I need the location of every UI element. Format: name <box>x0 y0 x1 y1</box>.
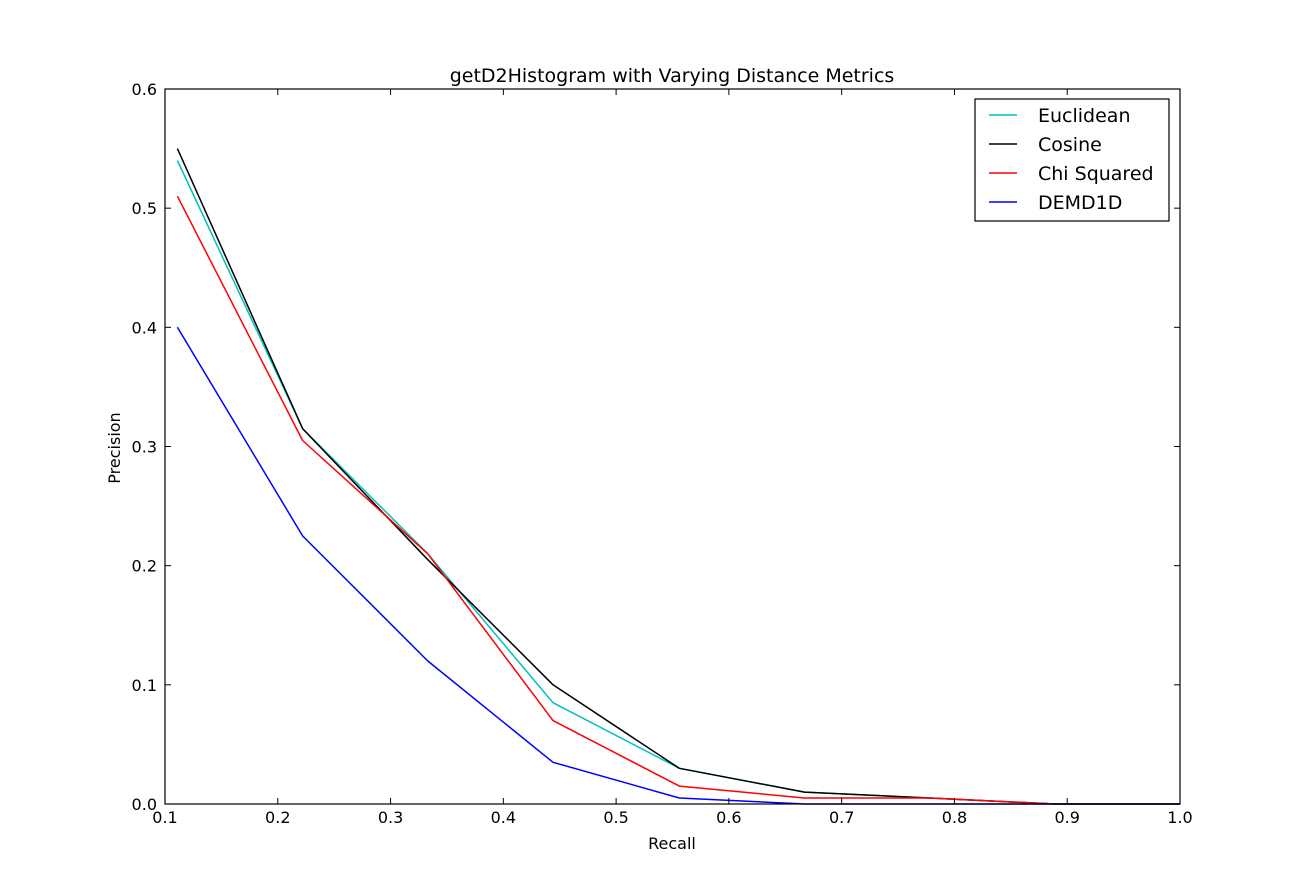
series-line-cosine <box>176 148 1180 805</box>
legend: Euclidean Cosine Chi Squared DEMD1D <box>974 98 1170 222</box>
legend-box <box>974 98 1170 222</box>
y-tick-label: 0.4 <box>132 318 157 337</box>
x-tick-label: 0.3 <box>378 808 403 827</box>
legend-label: DEMD1D <box>1038 192 1122 214</box>
legend-label: Cosine <box>1038 134 1102 156</box>
x-tick-label: 0.9 <box>1054 808 1079 827</box>
x-axis-label: Recall <box>648 834 696 853</box>
x-tick-label: 1.0 <box>1167 808 1192 827</box>
series-line-euclidean <box>176 160 1180 805</box>
series-line-demd1d <box>176 326 1180 805</box>
y-tick-label: 0.3 <box>132 438 157 457</box>
y-tick-label: 0.5 <box>132 199 157 218</box>
x-tick-label: 0.4 <box>491 808 516 827</box>
x-tick-label: 0.8 <box>942 808 967 827</box>
x-tick-label: 0.5 <box>603 808 628 827</box>
legend-label: Chi Squared <box>1038 163 1154 185</box>
x-tick-label: 0.6 <box>716 808 741 827</box>
y-tick-label: 0.1 <box>132 676 157 695</box>
x-tick-label: 0.7 <box>829 808 854 827</box>
plot-area: 0.1 0.2 0.3 0.4 0.5 0.6 0.7 0.8 0.9 1.00.00.10.20… <box>132 80 1193 827</box>
x-tick-label: 0.2 <box>265 808 290 827</box>
y-tick-label: 0.6 <box>132 80 157 99</box>
x-tick-label: 0.1 <box>152 808 177 827</box>
y-tick-label: 0.0 <box>132 795 157 814</box>
legend-label: Euclidean <box>1038 105 1131 127</box>
chart-title: getD2Histogram with Varying Distance Met… <box>450 65 895 87</box>
series-line-chi-squared <box>176 195 1180 805</box>
y-tick-label: 0.2 <box>132 557 157 576</box>
y-axis-label: Precision <box>105 412 124 483</box>
